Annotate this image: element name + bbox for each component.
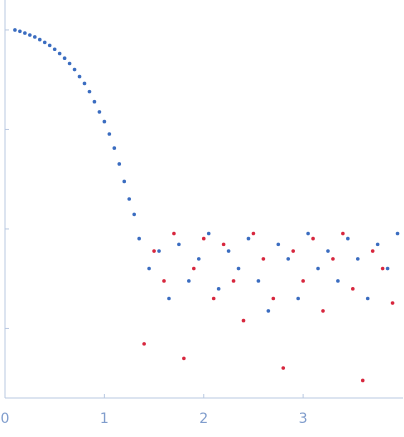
data-point [147, 266, 151, 271]
data-point [276, 242, 281, 247]
data-point [122, 179, 127, 184]
data-point [117, 162, 122, 166]
data-point [192, 266, 196, 271]
data-point [77, 74, 82, 79]
data-point [132, 212, 136, 217]
data-point [370, 249, 375, 253]
data-point [236, 266, 241, 271]
data-point [23, 31, 27, 35]
data-point [380, 266, 385, 271]
data-point [177, 242, 181, 247]
data-point [286, 257, 291, 261]
data-point [87, 89, 92, 94]
data-point [261, 257, 266, 261]
data-point [206, 231, 211, 236]
data-point [72, 67, 77, 72]
data-point [167, 296, 171, 301]
data-point [306, 231, 310, 236]
data-point [112, 146, 117, 150]
data-point [321, 309, 325, 313]
data-point [33, 35, 37, 39]
data-point [97, 110, 102, 114]
data-point [375, 242, 380, 247]
data-point [187, 279, 191, 283]
data-point [92, 99, 97, 104]
data-point [256, 279, 261, 283]
x-tick-label: 1 [100, 411, 109, 427]
data-point [211, 296, 216, 301]
data-point [162, 279, 166, 283]
data-point [152, 249, 156, 253]
data-point [172, 231, 176, 236]
data-point [246, 236, 251, 241]
data-point [62, 56, 67, 61]
data-point [221, 242, 226, 247]
data-point [351, 287, 355, 291]
data-point [18, 29, 22, 34]
data-point [57, 51, 62, 56]
data-point [216, 287, 221, 291]
data-point [360, 378, 365, 383]
data-point [331, 257, 335, 261]
data-point [316, 266, 320, 271]
data-point [301, 279, 305, 283]
data-point [201, 236, 206, 241]
data-point [336, 279, 340, 283]
data-point [67, 61, 72, 66]
data-point [326, 249, 330, 253]
data-point [385, 266, 390, 271]
data-point [182, 356, 186, 361]
data-point [13, 28, 17, 32]
data-point [355, 257, 360, 261]
data-point [37, 37, 42, 42]
data-point [341, 231, 345, 236]
data-point [241, 318, 246, 323]
data-point [346, 236, 350, 241]
data-point [52, 47, 57, 52]
data-point [281, 366, 286, 370]
data-point [231, 279, 236, 283]
data-point [271, 296, 276, 301]
data-point [107, 132, 112, 136]
data-point [142, 342, 146, 346]
x-tick-label: 0 [1, 411, 10, 427]
data-point [102, 119, 107, 124]
data-point [291, 249, 295, 253]
data-point [82, 81, 87, 86]
data-point [266, 309, 271, 313]
data-point [296, 296, 300, 301]
data-point [251, 231, 256, 236]
data-point [28, 33, 32, 37]
x-tick-label: 3 [299, 411, 308, 427]
data-point [127, 197, 132, 201]
data-point [196, 257, 201, 261]
data-point [157, 249, 161, 253]
data-point [365, 296, 370, 301]
data-point [42, 40, 47, 45]
data-point [395, 231, 400, 236]
data-point [137, 236, 141, 241]
data-point [311, 236, 315, 241]
x-tick-label: 2 [199, 411, 208, 427]
data-point [390, 301, 395, 305]
data-point [226, 249, 231, 253]
data-point [47, 43, 52, 48]
